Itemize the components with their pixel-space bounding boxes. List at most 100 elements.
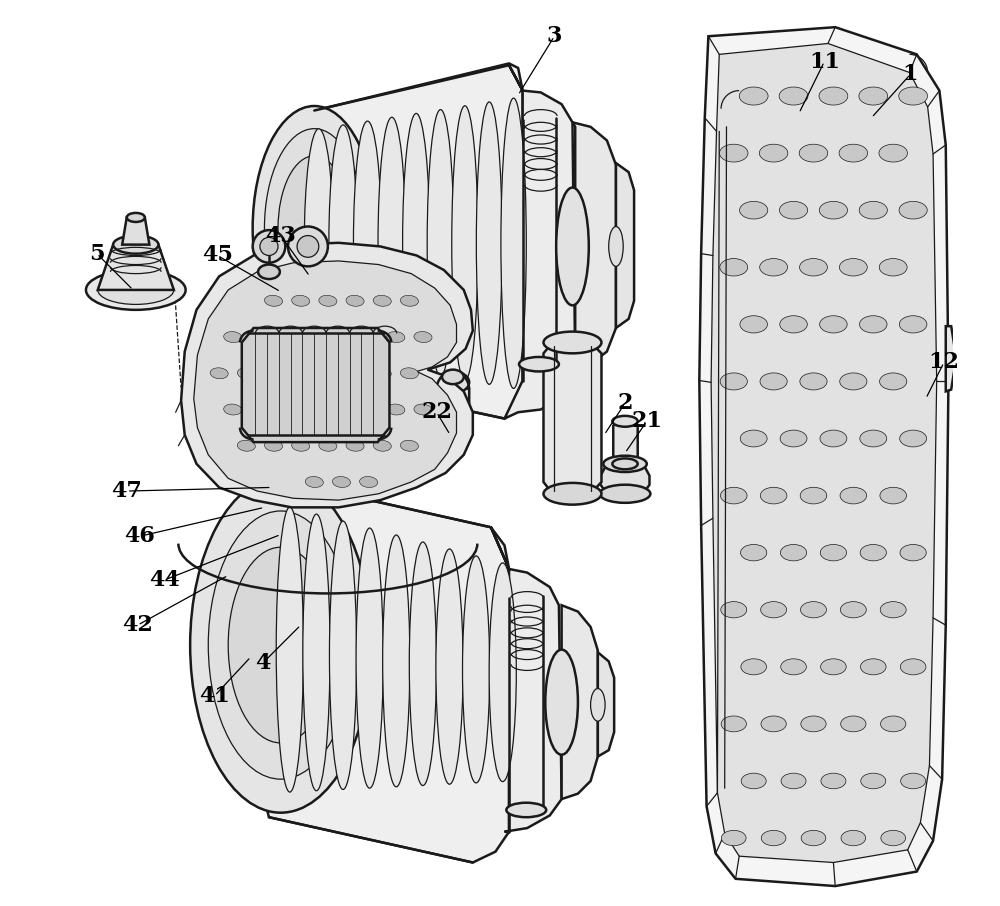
Polygon shape — [613, 421, 638, 469]
Ellipse shape — [332, 332, 350, 342]
Polygon shape — [437, 379, 469, 428]
Ellipse shape — [759, 144, 788, 162]
Ellipse shape — [881, 830, 906, 846]
Ellipse shape — [860, 316, 887, 333]
Ellipse shape — [436, 549, 463, 785]
Ellipse shape — [253, 106, 376, 351]
Ellipse shape — [840, 373, 867, 390]
Ellipse shape — [612, 458, 638, 469]
Ellipse shape — [228, 547, 333, 743]
Ellipse shape — [899, 87, 928, 105]
Ellipse shape — [780, 316, 807, 333]
Ellipse shape — [292, 295, 310, 306]
Ellipse shape — [127, 213, 145, 222]
Ellipse shape — [319, 368, 337, 379]
Polygon shape — [601, 464, 649, 494]
Polygon shape — [98, 245, 174, 290]
Polygon shape — [242, 328, 389, 442]
Ellipse shape — [356, 528, 383, 788]
Text: 1: 1 — [903, 63, 918, 85]
Ellipse shape — [799, 144, 828, 162]
Ellipse shape — [600, 485, 650, 503]
Ellipse shape — [543, 483, 601, 505]
Ellipse shape — [414, 404, 432, 415]
Ellipse shape — [603, 456, 647, 472]
Ellipse shape — [880, 487, 906, 504]
Ellipse shape — [98, 275, 174, 304]
Ellipse shape — [387, 332, 405, 342]
Ellipse shape — [400, 368, 418, 379]
Ellipse shape — [880, 373, 907, 390]
Polygon shape — [598, 652, 614, 757]
Text: 44: 44 — [149, 569, 180, 591]
Polygon shape — [946, 326, 955, 391]
Ellipse shape — [761, 830, 786, 846]
Ellipse shape — [899, 316, 927, 333]
Ellipse shape — [859, 87, 888, 105]
Ellipse shape — [353, 121, 382, 364]
Ellipse shape — [346, 440, 364, 451]
Ellipse shape — [741, 773, 766, 789]
Ellipse shape — [543, 332, 601, 353]
Ellipse shape — [860, 430, 887, 447]
Ellipse shape — [820, 430, 847, 447]
Ellipse shape — [251, 332, 269, 342]
Text: 2: 2 — [617, 392, 633, 414]
Ellipse shape — [501, 98, 526, 389]
Ellipse shape — [861, 773, 886, 789]
Ellipse shape — [400, 440, 418, 451]
Ellipse shape — [821, 773, 846, 789]
Ellipse shape — [820, 316, 847, 333]
Ellipse shape — [760, 258, 788, 276]
Ellipse shape — [435, 410, 471, 424]
Ellipse shape — [740, 430, 767, 447]
Ellipse shape — [879, 144, 907, 162]
Ellipse shape — [741, 659, 766, 675]
Ellipse shape — [800, 373, 827, 390]
Ellipse shape — [373, 440, 391, 451]
Polygon shape — [711, 43, 937, 863]
Ellipse shape — [761, 716, 786, 732]
Ellipse shape — [839, 258, 867, 276]
Ellipse shape — [721, 716, 746, 732]
Ellipse shape — [609, 226, 623, 266]
Ellipse shape — [781, 773, 806, 789]
Ellipse shape — [760, 487, 787, 504]
Polygon shape — [505, 65, 575, 419]
Ellipse shape — [519, 357, 559, 371]
Ellipse shape — [237, 368, 255, 379]
Ellipse shape — [319, 295, 337, 306]
Text: 46: 46 — [124, 525, 155, 547]
Ellipse shape — [278, 156, 351, 301]
Polygon shape — [699, 27, 948, 886]
Ellipse shape — [781, 659, 806, 675]
Ellipse shape — [427, 110, 454, 376]
Ellipse shape — [840, 602, 866, 618]
Ellipse shape — [721, 602, 747, 618]
Ellipse shape — [720, 373, 747, 390]
Ellipse shape — [113, 236, 158, 254]
Ellipse shape — [346, 295, 364, 306]
Ellipse shape — [839, 144, 868, 162]
Ellipse shape — [860, 545, 886, 561]
Text: 11: 11 — [809, 51, 840, 72]
Ellipse shape — [591, 689, 605, 721]
Text: 47: 47 — [111, 480, 142, 502]
Polygon shape — [263, 480, 509, 863]
Text: 3: 3 — [547, 25, 562, 47]
Ellipse shape — [476, 102, 502, 384]
Ellipse shape — [360, 332, 378, 342]
Ellipse shape — [819, 87, 848, 105]
Polygon shape — [572, 122, 616, 367]
Ellipse shape — [305, 477, 323, 487]
Ellipse shape — [383, 535, 410, 786]
Ellipse shape — [720, 487, 747, 504]
Ellipse shape — [305, 404, 323, 415]
Ellipse shape — [378, 117, 406, 368]
Polygon shape — [491, 527, 562, 832]
Ellipse shape — [253, 230, 285, 263]
Ellipse shape — [297, 236, 319, 257]
Ellipse shape — [800, 487, 827, 504]
Ellipse shape — [900, 545, 926, 561]
Ellipse shape — [373, 295, 391, 306]
